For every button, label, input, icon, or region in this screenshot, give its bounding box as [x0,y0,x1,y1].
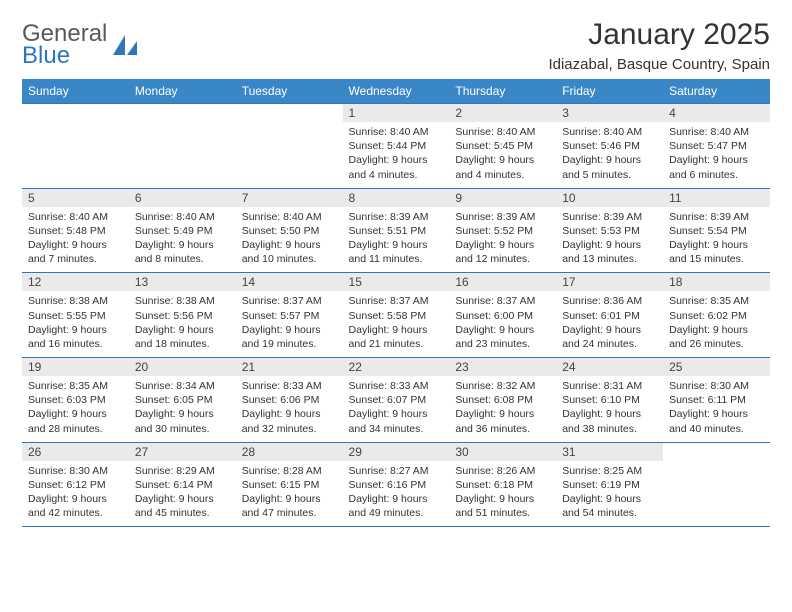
day-detail-cell: Sunrise: 8:40 AMSunset: 5:45 PMDaylight:… [449,122,556,188]
day-number-cell: 1 [343,104,450,123]
day-detail-cell: Sunrise: 8:39 AMSunset: 5:51 PMDaylight:… [343,207,450,273]
day-number-cell: 24 [556,358,663,377]
day-header: Wednesday [343,79,450,104]
day-detail-cell: Sunrise: 8:31 AMSunset: 6:10 PMDaylight:… [556,376,663,442]
day-number-cell: 8 [343,188,450,207]
day-number-cell: 11 [663,188,770,207]
day-number-cell [236,104,343,123]
day-number-cell: 20 [129,358,236,377]
day-number-cell: 14 [236,273,343,292]
day-detail-cell: Sunrise: 8:26 AMSunset: 6:18 PMDaylight:… [449,461,556,527]
title-block: January 2025 Idiazabal, Basque Country, … [548,18,770,73]
day-detail-cell [129,122,236,188]
day-number-cell: 13 [129,273,236,292]
day-detail-row: Sunrise: 8:30 AMSunset: 6:12 PMDaylight:… [22,461,770,527]
day-header: Sunday [22,79,129,104]
day-detail-cell: Sunrise: 8:37 AMSunset: 6:00 PMDaylight:… [449,291,556,357]
day-number-cell: 16 [449,273,556,292]
day-detail-row: Sunrise: 8:35 AMSunset: 6:03 PMDaylight:… [22,376,770,442]
day-number-cell: 2 [449,104,556,123]
day-detail-cell [236,122,343,188]
day-detail-cell [663,461,770,527]
day-detail-cell: Sunrise: 8:40 AMSunset: 5:44 PMDaylight:… [343,122,450,188]
day-detail-cell: Sunrise: 8:37 AMSunset: 5:58 PMDaylight:… [343,291,450,357]
day-number-cell: 19 [22,358,129,377]
day-number-cell [22,104,129,123]
day-header: Tuesday [236,79,343,104]
day-number-cell: 27 [129,442,236,461]
day-detail-cell: Sunrise: 8:38 AMSunset: 5:55 PMDaylight:… [22,291,129,357]
day-detail-cell [22,122,129,188]
day-detail-cell: Sunrise: 8:40 AMSunset: 5:50 PMDaylight:… [236,207,343,273]
day-number-cell: 28 [236,442,343,461]
day-detail-cell: Sunrise: 8:40 AMSunset: 5:46 PMDaylight:… [556,122,663,188]
day-detail-cell: Sunrise: 8:34 AMSunset: 6:05 PMDaylight:… [129,376,236,442]
day-number-cell: 7 [236,188,343,207]
day-detail-cell: Sunrise: 8:38 AMSunset: 5:56 PMDaylight:… [129,291,236,357]
month-title: January 2025 [548,18,770,52]
day-detail-cell: Sunrise: 8:36 AMSunset: 6:01 PMDaylight:… [556,291,663,357]
day-detail-row: Sunrise: 8:38 AMSunset: 5:55 PMDaylight:… [22,291,770,357]
day-detail-cell: Sunrise: 8:27 AMSunset: 6:16 PMDaylight:… [343,461,450,527]
day-number-cell: 6 [129,188,236,207]
day-number-cell: 29 [343,442,450,461]
logo-sail-icon [111,33,139,64]
day-detail-cell: Sunrise: 8:33 AMSunset: 6:06 PMDaylight:… [236,376,343,442]
page-header: General Blue January 2025 Idiazabal, Bas… [22,18,770,73]
day-detail-cell: Sunrise: 8:25 AMSunset: 6:19 PMDaylight:… [556,461,663,527]
day-detail-cell: Sunrise: 8:39 AMSunset: 5:52 PMDaylight:… [449,207,556,273]
day-detail-cell: Sunrise: 8:40 AMSunset: 5:47 PMDaylight:… [663,122,770,188]
day-number-cell: 25 [663,358,770,377]
day-number-cell [129,104,236,123]
day-number-row: 12131415161718 [22,273,770,292]
location-text: Idiazabal, Basque Country, Spain [548,56,770,73]
day-number-cell: 21 [236,358,343,377]
day-detail-cell: Sunrise: 8:35 AMSunset: 6:02 PMDaylight:… [663,291,770,357]
day-number-cell: 17 [556,273,663,292]
day-number-cell: 31 [556,442,663,461]
day-detail-cell: Sunrise: 8:32 AMSunset: 6:08 PMDaylight:… [449,376,556,442]
day-number-cell [663,442,770,461]
day-detail-cell: Sunrise: 8:39 AMSunset: 5:53 PMDaylight:… [556,207,663,273]
day-header: Saturday [663,79,770,104]
day-detail-cell: Sunrise: 8:33 AMSunset: 6:07 PMDaylight:… [343,376,450,442]
logo: General Blue [22,22,139,70]
day-detail-cell: Sunrise: 8:39 AMSunset: 5:54 PMDaylight:… [663,207,770,273]
day-detail-row: Sunrise: 8:40 AMSunset: 5:48 PMDaylight:… [22,207,770,273]
day-header: Thursday [449,79,556,104]
day-number-row: 262728293031 [22,442,770,461]
day-detail-cell: Sunrise: 8:37 AMSunset: 5:57 PMDaylight:… [236,291,343,357]
day-number-cell: 12 [22,273,129,292]
day-header: Monday [129,79,236,104]
day-detail-cell: Sunrise: 8:30 AMSunset: 6:12 PMDaylight:… [22,461,129,527]
day-detail-cell: Sunrise: 8:40 AMSunset: 5:49 PMDaylight:… [129,207,236,273]
day-header: Friday [556,79,663,104]
day-number-cell: 9 [449,188,556,207]
day-header-row: SundayMondayTuesdayWednesdayThursdayFrid… [22,79,770,104]
day-number-cell: 4 [663,104,770,123]
day-number-cell: 15 [343,273,450,292]
day-number-cell: 30 [449,442,556,461]
day-detail-cell: Sunrise: 8:30 AMSunset: 6:11 PMDaylight:… [663,376,770,442]
day-detail-cell: Sunrise: 8:40 AMSunset: 5:48 PMDaylight:… [22,207,129,273]
day-number-cell: 18 [663,273,770,292]
day-number-cell: 10 [556,188,663,207]
day-detail-row: Sunrise: 8:40 AMSunset: 5:44 PMDaylight:… [22,122,770,188]
day-number-cell: 23 [449,358,556,377]
day-number-row: 567891011 [22,188,770,207]
day-number-row: 19202122232425 [22,358,770,377]
day-number-cell: 26 [22,442,129,461]
logo-text-block: General Blue [22,22,107,70]
day-number-cell: 22 [343,358,450,377]
day-detail-cell: Sunrise: 8:28 AMSunset: 6:15 PMDaylight:… [236,461,343,527]
day-number-cell: 3 [556,104,663,123]
day-detail-cell: Sunrise: 8:35 AMSunset: 6:03 PMDaylight:… [22,376,129,442]
day-number-row: 1234 [22,104,770,123]
day-number-cell: 5 [22,188,129,207]
calendar-table: SundayMondayTuesdayWednesdayThursdayFrid… [22,79,770,527]
day-detail-cell: Sunrise: 8:29 AMSunset: 6:14 PMDaylight:… [129,461,236,527]
